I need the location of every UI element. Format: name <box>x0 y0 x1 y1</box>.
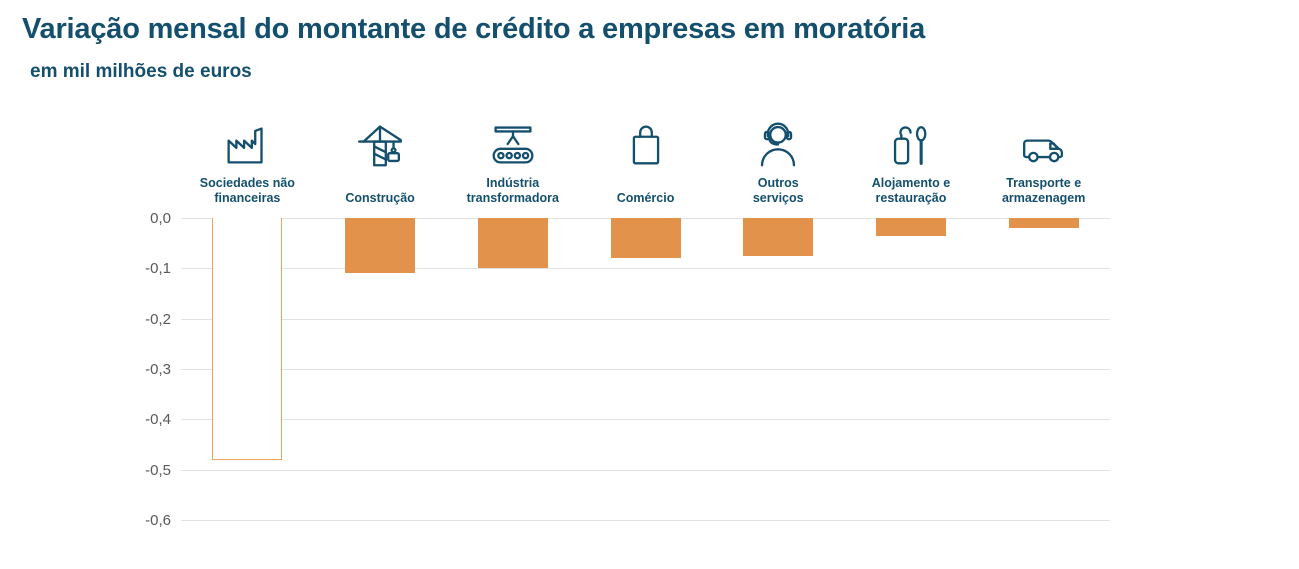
door-hanger-spoon-icon <box>882 110 940 170</box>
bar-slot <box>579 218 712 520</box>
y-tick-label: -0,4 <box>145 411 171 429</box>
bar-industria-transformadora <box>477 218 548 269</box>
bar-slot <box>845 218 978 520</box>
category-header-row: Sociedades não financeiras Construção <box>181 110 1110 206</box>
category-col-construcao: Construção <box>314 110 447 206</box>
category-label: Outros serviços <box>752 175 804 205</box>
gridline <box>181 369 1110 370</box>
bar-slot <box>181 218 314 520</box>
category-col-outros-servicos: Outros serviços <box>712 110 845 206</box>
plot-area: 0,0 -0,1 -0,2 -0,3 -0,4 -0,5 -0,6 <box>145 210 1110 529</box>
category-label: Construção <box>345 190 415 205</box>
chart-subtitle: em mil milhões de euros <box>30 61 252 82</box>
gridline <box>181 318 1110 320</box>
bar-sociedades-nao-financeiras <box>212 218 283 460</box>
y-tick-label: -0,6 <box>145 512 171 530</box>
category-label: Transporte e armazenagem <box>1001 175 1086 205</box>
category-label: Sociedades não financeiras <box>199 175 295 205</box>
bar-comercio <box>610 218 681 259</box>
shopping-bag-icon <box>617 110 675 170</box>
y-tick-label: -0,3 <box>145 361 171 379</box>
bar-alojamento-restauracao <box>875 218 946 236</box>
category-label: Indústria transformadora <box>466 175 559 205</box>
category-col-alojamento: Alojamento e restauração <box>845 110 978 206</box>
category-col-sociedades: Sociedades não financeiras <box>181 110 314 206</box>
category-col-industria: Indústria transformadora <box>446 110 579 206</box>
gridline <box>181 520 1110 521</box>
category-col-transporte: Transporte e armazenagem <box>977 110 1110 206</box>
bar-slot <box>314 218 447 520</box>
y-tick-label: -0,1 <box>145 260 171 278</box>
bar-slot <box>712 218 845 520</box>
category-label: Comércio <box>616 190 675 205</box>
bars-row <box>181 218 1110 520</box>
y-tick-label: -0,5 <box>145 461 171 479</box>
y-tick-label: -0,2 <box>145 310 171 328</box>
bar-slot <box>977 218 1110 520</box>
category-col-comercio: Comércio <box>579 110 712 206</box>
conveyor-belt-icon <box>484 110 542 170</box>
chart-title: Variação mensal do montante de crédito a… <box>22 13 926 45</box>
gridline <box>181 268 1110 270</box>
y-tick-label: 0,0 <box>150 210 171 228</box>
headset-person-icon <box>749 110 807 170</box>
bar-slot <box>446 218 579 520</box>
category-label: Alojamento e restauração <box>871 175 951 205</box>
bar-construcao <box>345 218 416 274</box>
bar-outros-servicos <box>743 218 814 256</box>
gridline <box>181 469 1110 471</box>
bar-transporte-armazenagem <box>1008 218 1079 229</box>
crane-icon <box>351 110 409 170</box>
factory-icon <box>218 110 276 170</box>
delivery-van-icon <box>1015 110 1073 170</box>
gridline <box>181 419 1110 421</box>
